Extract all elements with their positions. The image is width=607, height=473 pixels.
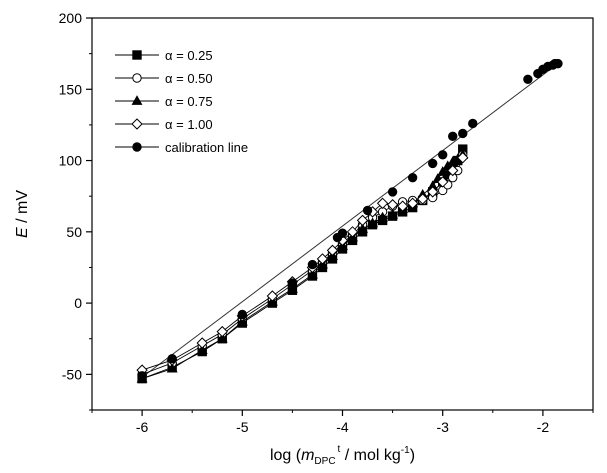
legend-marker [132, 73, 142, 83]
y-axis-title-var: E [14, 227, 31, 238]
data-point-series-4 [468, 118, 478, 129]
x-axis-title-superscript: t [338, 444, 341, 455]
legend-label: calibration line [165, 140, 248, 155]
x-axis-title-prefix: log ( [270, 447, 302, 464]
data-point-series-4 [553, 58, 563, 69]
y-tick-label: 200 [59, 10, 83, 26]
x-tick-label: -5 [236, 419, 249, 435]
x-axis-title-var: m [301, 447, 314, 464]
data-point-series-2 [166, 362, 178, 373]
x-tick-label: -6 [136, 419, 149, 435]
y-tick-label: 150 [59, 81, 83, 97]
axis-ticks-layer: -6 -5 -4 -3 -2 -50 0 50 100 150 200 [59, 10, 594, 435]
x-tick-label: -3 [436, 419, 449, 435]
calibration-line-layer [141, 63, 559, 378]
x-tick-label: -2 [537, 419, 550, 435]
x-axis-title-subscript: DPC [314, 456, 335, 467]
data-point-series-3 [216, 325, 228, 338]
y-axis-title: E / mV [14, 190, 31, 238]
data-point-series-3 [396, 200, 409, 212]
x-axis-title-suffix: ) [410, 447, 415, 464]
legend-marker [132, 142, 142, 152]
y-axis-title-unit: / mV [14, 190, 31, 228]
legend-label: α = 1.00 [165, 117, 213, 132]
x-axis-title: log (mDPCt / mol kg-1) [270, 444, 415, 467]
x-axis-title-unit-superscript: -1 [401, 445, 410, 456]
data-point-series-4 [427, 158, 438, 169]
data-point-series-3 [316, 253, 329, 265]
data-point-series-4 [167, 353, 177, 364]
data-point-series-3 [436, 176, 449, 188]
x-axis-title-unit: / mol kg [340, 447, 400, 464]
calibration-fit-line [141, 63, 559, 378]
data-point-series-4 [438, 150, 448, 160]
y-tick-label: 0 [74, 295, 82, 311]
data-point-series-4 [387, 187, 398, 197]
series-4 [137, 58, 563, 381]
data-point-series-3 [457, 151, 469, 164]
data-point-series-2 [437, 166, 449, 176]
legend-label: α = 0.25 [165, 48, 213, 63]
data-point-series-2 [377, 211, 389, 222]
data-point-series-3 [447, 164, 459, 177]
y-tick-label: 100 [59, 153, 83, 169]
data-point-series-4 [407, 172, 418, 183]
data-point-series-2 [286, 283, 298, 293]
data-point-series-4 [237, 309, 248, 320]
data-point-series-3 [326, 244, 339, 257]
data-marks-layer [136, 58, 563, 384]
legend-marker [132, 50, 142, 60]
data-point-series-3 [416, 193, 429, 205]
data-point-series-2 [216, 332, 228, 343]
data-point-series-3 [426, 186, 439, 198]
legend-label: α = 0.50 [165, 71, 213, 86]
data-point-series-4 [337, 228, 348, 238]
data-point-series-4 [307, 259, 318, 270]
data-point-series-3 [386, 199, 399, 211]
data-point-series-4 [137, 371, 147, 381]
data-point-series-2 [196, 344, 208, 355]
data-point-series-4 [362, 205, 373, 216]
data-point-series-4 [448, 131, 458, 142]
data-point-series-2 [367, 217, 379, 228]
legend: α = 0.25 α = 0.50 α = 0.75 α = 1.00 calibrat… [115, 48, 248, 155]
legend-marker [131, 95, 143, 105]
data-point-series-4 [287, 278, 298, 288]
data-point-series-3 [266, 290, 279, 302]
data-point-series-3 [406, 197, 419, 210]
data-point-series-4 [458, 128, 468, 139]
data-point-series-2 [306, 268, 318, 279]
data-point-series-4 [523, 74, 533, 84]
data-point-series-3 [376, 197, 389, 210]
y-tick-label: 50 [66, 224, 82, 240]
data-point-series-3 [356, 214, 369, 227]
y-tick-label: -50 [62, 366, 82, 382]
data-point-series-2 [387, 208, 399, 219]
legend-marker [131, 118, 143, 130]
x-tick-label: -4 [336, 419, 349, 435]
legend-label: α = 0.75 [165, 94, 213, 109]
data-point-series-3 [196, 337, 208, 349]
data-point-series-2 [357, 223, 368, 233]
data-point-series-3 [346, 226, 359, 238]
